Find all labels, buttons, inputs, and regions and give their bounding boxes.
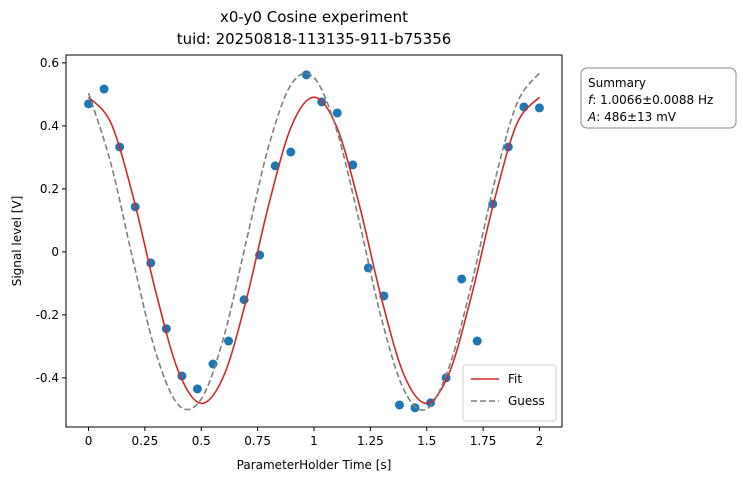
data-point xyxy=(332,108,342,118)
x-tick-label: 1 xyxy=(310,434,318,448)
legend-label: Guess xyxy=(508,394,545,408)
data-point xyxy=(348,160,358,170)
data-point xyxy=(84,99,94,109)
y-axis-label: Signal level [V] xyxy=(10,196,24,287)
x-tick-label: 2 xyxy=(536,434,544,448)
y-tick-label: 0.2 xyxy=(40,182,59,196)
summary-symbol: f xyxy=(588,93,594,107)
y-tick-label: 0.4 xyxy=(40,119,59,133)
summary-text: : 486±13 mV xyxy=(596,110,677,124)
legend-label: Fit xyxy=(508,372,522,386)
data-point xyxy=(224,336,234,346)
x-tick-label: 0.5 xyxy=(192,434,211,448)
data-point xyxy=(519,102,529,112)
summary-line: A: 486±13 mV xyxy=(587,110,677,124)
x-axis-label: ParameterHolder Time [s] xyxy=(237,458,392,472)
summary-frame xyxy=(580,67,737,129)
plot-area xyxy=(84,70,544,413)
summary-title: Summary xyxy=(588,76,646,90)
data-point xyxy=(99,84,109,94)
data-point xyxy=(472,336,482,346)
legend: Fit Guess xyxy=(462,364,557,422)
data-point xyxy=(286,147,296,157)
chart-subtitle: tuid: 20250818-113135-911-b75356 xyxy=(177,30,452,48)
data-point xyxy=(363,263,373,273)
data-point xyxy=(534,103,544,113)
x-tick-label: 1.75 xyxy=(470,434,497,448)
y-tick-label: -0.4 xyxy=(36,371,59,385)
data-point xyxy=(410,403,420,413)
y-tick-label: -0.2 xyxy=(36,308,59,322)
y-tick-label: 0 xyxy=(51,245,59,259)
y-tick-label: 0.6 xyxy=(40,56,59,70)
data-point xyxy=(270,161,280,171)
summary-box: Summary f: 1.0066±0.0088 Hz A: 486±13 mV xyxy=(580,67,737,129)
series-line xyxy=(87,96,541,405)
x-tick-label: 0.75 xyxy=(244,434,271,448)
summary-symbol: A xyxy=(587,110,596,124)
summary-text: : 1.0066±0.0088 Hz xyxy=(592,93,713,107)
x-tick-label: 0.25 xyxy=(132,434,159,448)
series-line xyxy=(87,72,541,411)
data-point xyxy=(457,274,467,284)
summary-line: f: 1.0066±0.0088 Hz xyxy=(588,93,713,107)
x-tick-label: 0 xyxy=(85,434,93,448)
data-point xyxy=(394,400,404,410)
data-point xyxy=(192,384,202,394)
chart-title: x0-y0 Cosine experiment xyxy=(220,8,408,26)
x-tick-label: 1.25 xyxy=(357,434,384,448)
x-tick-label: 1.5 xyxy=(417,434,436,448)
data-point xyxy=(301,70,311,80)
